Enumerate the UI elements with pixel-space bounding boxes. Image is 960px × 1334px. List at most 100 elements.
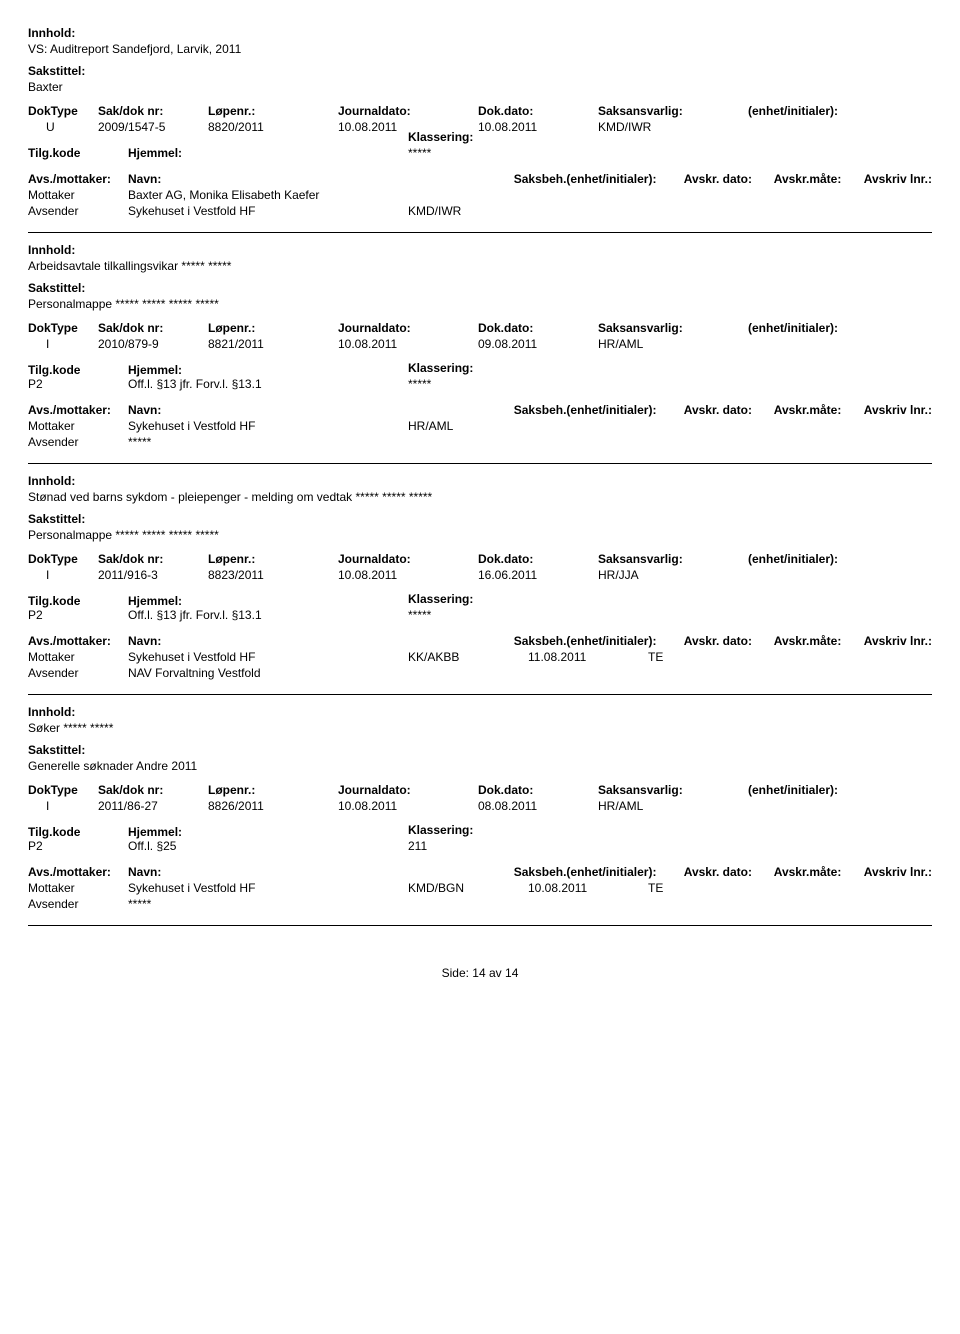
party-row: Avsender ***** [28, 435, 932, 449]
party-name: Sykehuset i Vestfold HF [128, 881, 408, 895]
party-header: Avs./mottaker: Navn: Saksbeh.(enhet/init… [28, 634, 932, 648]
journal-entry: Innhold: VS: Auditreport Sandefjord, Lar… [28, 26, 932, 233]
party-name: NAV Forvaltning Vestfold [128, 666, 408, 680]
hdr-avskrmate: Avskr.måte: [774, 865, 864, 879]
hdr-ddate: Dok.dato: [478, 783, 598, 797]
page-current: 14 [472, 966, 485, 980]
tilgkode-label: Tilg.kode [28, 146, 128, 160]
party-role: Mottaker [28, 650, 128, 664]
party-name: ***** [128, 435, 408, 449]
hdr-ddate: Dok.dato: [478, 104, 598, 118]
hdr-jdate: Journaldato: [338, 104, 478, 118]
journal-entry: Innhold: Arbeidsavtale tilkallingsvikar … [28, 243, 932, 464]
party-avskr-dato: 11.08.2011 [528, 650, 648, 664]
hjemmel-value: Off.l. §25 [128, 839, 176, 853]
hdr-saksansv: Saksansvarlig: [598, 552, 748, 566]
tilgkode-value: P2 [28, 377, 128, 391]
hdr-enhet: (enhet/initialer): [748, 321, 908, 335]
divider [28, 232, 932, 233]
av-label: av [489, 966, 502, 980]
hdr-ddate: Dok.dato: [478, 552, 598, 566]
party-avskr-mate [648, 419, 728, 433]
innhold-label: Innhold: [28, 705, 932, 719]
hdr-enhet: (enhet/initialer): [748, 552, 908, 566]
row-header: DokType Sak/dok nr: Løpenr.: Journaldato… [28, 104, 932, 118]
hdr-sakdok: Sak/dok nr: [98, 783, 208, 797]
klassering-label: Klassering: [408, 361, 932, 375]
hdr-saksansv: Saksansvarlig: [598, 104, 748, 118]
hjemmel-label: Hjemmel: [128, 146, 182, 160]
val-saksansv: HR/AML [598, 799, 748, 813]
party-avskr-dato [528, 419, 648, 433]
val-sakdok: 2010/879-9 [98, 337, 208, 351]
hjemmel-label: Hjemmel: [128, 594, 182, 608]
hdr-avsmottaker: Avs./mottaker: [28, 172, 128, 186]
tilgkode-label: Tilg.kode [28, 825, 128, 839]
hdr-avskrdato: Avskr. dato: [684, 403, 774, 417]
hdr-saksbeh: Saksbeh.(enhet/initialer): [514, 172, 684, 186]
party-row: Avsender ***** [28, 897, 932, 911]
party-saksbeh [408, 666, 528, 680]
hjemmel-value: Off.l. §13 jfr. Forv.l. §13.1 [128, 377, 262, 391]
val-ddate: 16.06.2011 [478, 568, 598, 582]
row-values: I 2011/916-3 8823/2011 10.08.2011 16.06.… [28, 568, 932, 582]
val-doktype: I [28, 568, 98, 582]
party-name: Baxter AG, Monika Elisabeth Kaefer [128, 188, 408, 202]
tilgkode-label: Tilg.kode [28, 363, 128, 377]
journal-entry: Innhold: Stønad ved barns sykdom - pleie… [28, 474, 932, 695]
val-lnr: 8826/2011 [208, 799, 338, 813]
party-avskr-mate [648, 666, 728, 680]
hjemmel-label: Hjemmel: [128, 363, 182, 377]
party-avskr-mate [648, 897, 728, 911]
klassering-value: ***** [408, 146, 932, 160]
hdr-avskrmate: Avskr.måte: [774, 172, 864, 186]
val-doktype: U [28, 120, 98, 134]
hdr-doktype: DokType [28, 321, 98, 335]
party-avskr-mate [648, 204, 728, 218]
hdr-navn: Navn: [128, 172, 408, 186]
innhold-label: Innhold: [28, 26, 932, 40]
hdr-avskrivlnr: Avskriv lnr.: [864, 172, 932, 186]
party-avskr-dato: 10.08.2011 [528, 881, 648, 895]
party-row: Avsender Sykehuset i Vestfold HF KMD/IWR [28, 204, 932, 218]
hdr-avskrivlnr: Avskriv lnr.: [864, 634, 932, 648]
innhold-value: Arbeidsavtale tilkallingsvikar ***** ***… [28, 259, 932, 273]
party-role: Mottaker [28, 419, 128, 433]
hdr-sakdok: Sak/dok nr: [98, 321, 208, 335]
innhold-value: Søker ***** ***** [28, 721, 932, 735]
val-saksansv: HR/JJA [598, 568, 748, 582]
innhold-value: VS: Auditreport Sandefjord, Larvik, 2011 [28, 42, 932, 56]
side-label: Side: [442, 966, 469, 980]
val-doktype: I [28, 799, 98, 813]
klassering-value: ***** [408, 377, 932, 391]
val-jdate: 10.08.2011 [338, 799, 478, 813]
sakstittel-label: Sakstittel: [28, 512, 932, 526]
row-header: DokType Sak/dok nr: Løpenr.: Journaldato… [28, 783, 932, 797]
hdr-avskrivlnr: Avskriv lnr.: [864, 403, 932, 417]
val-saksansv: KMD/IWR [598, 120, 748, 134]
party-row: Mottaker Sykehuset i Vestfold HF KMD/BGN… [28, 881, 932, 895]
party-header: Avs./mottaker: Navn: Saksbeh.(enhet/init… [28, 865, 932, 879]
val-saksansv: HR/AML [598, 337, 748, 351]
hdr-doktype: DokType [28, 552, 98, 566]
hdr-saksansv: Saksansvarlig: [598, 321, 748, 335]
hdr-avskrdato: Avskr. dato: [684, 172, 774, 186]
party-row: Mottaker Sykehuset i Vestfold HF KK/AKBB… [28, 650, 932, 664]
party-saksbeh: KMD/BGN [408, 881, 528, 895]
party-saksbeh [408, 435, 528, 449]
val-sakdok: 2011/86-27 [98, 799, 208, 813]
party-role: Avsender [28, 435, 128, 449]
row-header: DokType Sak/dok nr: Løpenr.: Journaldato… [28, 321, 932, 335]
hdr-doktype: DokType [28, 104, 98, 118]
val-ddate: 08.08.2011 [478, 799, 598, 813]
party-saksbeh [408, 188, 528, 202]
row-values: I 2010/879-9 8821/2011 10.08.2011 09.08.… [28, 337, 932, 351]
party-name: Sykehuset i Vestfold HF [128, 419, 408, 433]
innhold-label: Innhold: [28, 243, 932, 257]
party-avskr-dato [528, 204, 648, 218]
party-saksbeh: KMD/IWR [408, 204, 528, 218]
party-role: Mottaker [28, 188, 128, 202]
journal-entry: Innhold: Søker ***** ***** Sakstittel: G… [28, 705, 932, 926]
party-header: Avs./mottaker: Navn: Saksbeh.(enhet/init… [28, 403, 932, 417]
hdr-avsmottaker: Avs./mottaker: [28, 865, 128, 879]
